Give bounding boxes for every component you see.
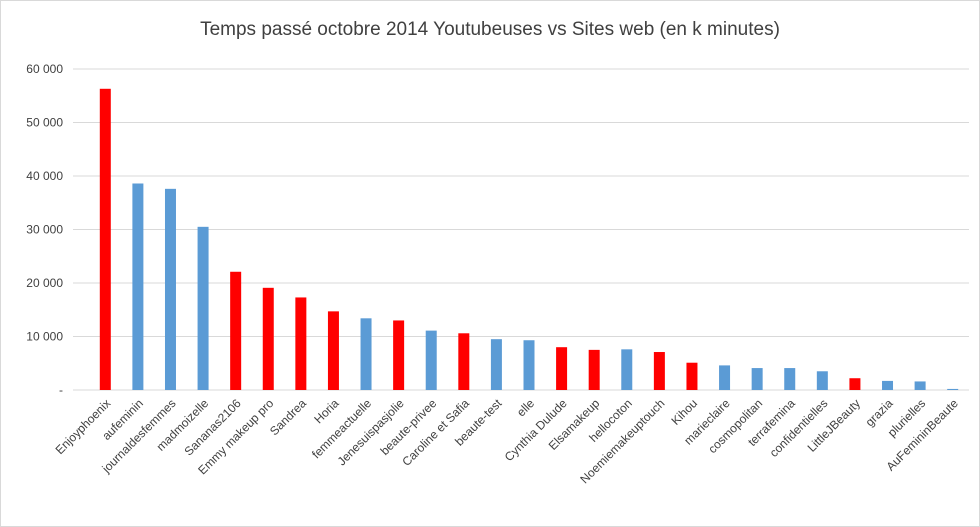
bar [751, 368, 763, 390]
bar [816, 371, 828, 390]
y-tick-label: 20 000 [26, 276, 63, 290]
bar [914, 381, 926, 390]
bar [458, 333, 470, 390]
bar [99, 88, 111, 391]
y-tick-label: 10 000 [26, 330, 63, 344]
bar [947, 388, 959, 390]
chart-title: Temps passé octobre 2014 Youtubeuses vs … [200, 19, 780, 40]
bar [425, 330, 437, 390]
bar [686, 362, 698, 390]
bar [197, 226, 209, 390]
y-tick-label: 40 000 [26, 169, 63, 183]
bar [327, 311, 339, 390]
bar [556, 347, 568, 390]
x-tick-label: Sandrea [267, 396, 309, 438]
bar [490, 339, 502, 390]
bar [230, 271, 242, 390]
bar [653, 352, 665, 390]
bar [360, 318, 372, 390]
bar [882, 380, 894, 390]
bar [295, 297, 307, 390]
x-tick-label: Horia [311, 396, 341, 426]
y-tick-label: 60 000 [26, 62, 63, 76]
bar [588, 349, 600, 390]
bar [393, 320, 405, 390]
bar [262, 287, 274, 390]
bar [719, 365, 731, 390]
bar [164, 188, 176, 390]
y-tick-label: - [59, 383, 63, 397]
bar [132, 183, 144, 390]
bar [849, 378, 861, 390]
x-tick-label: Enjoyphoenix [53, 396, 114, 457]
y-tick-label: 30 000 [26, 223, 63, 237]
bar [523, 340, 535, 390]
x-tick-label: elle [514, 396, 537, 419]
bar [621, 349, 633, 390]
y-tick-label: 50 000 [26, 116, 63, 130]
bar [784, 368, 796, 390]
